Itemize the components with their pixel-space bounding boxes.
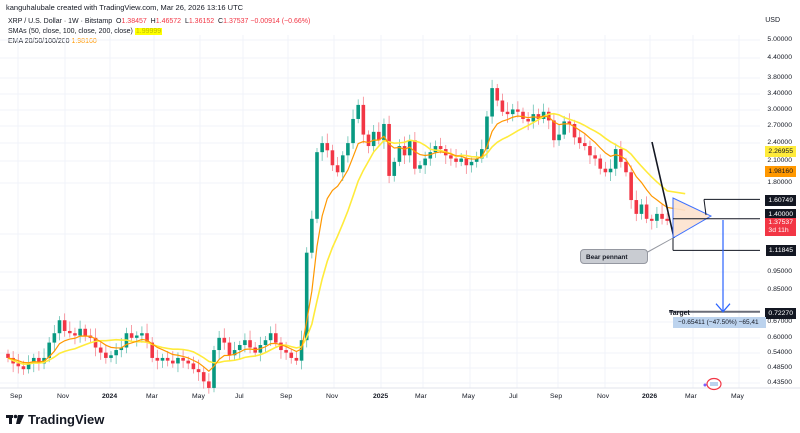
price-axis-label: 0.54000: [767, 349, 792, 356]
time-axis-label: May: [731, 393, 744, 400]
bear-pennant-callout[interactable]: Bear pennant: [580, 249, 648, 264]
upper-level-tag: 1.60749: [765, 195, 796, 206]
time-axis-label: Jul: [235, 393, 244, 400]
time-axis-label: 2026: [642, 393, 658, 400]
price-axis-label: 0.60000: [767, 334, 792, 341]
open-value: 1.38457: [121, 18, 147, 25]
time-axis-label: Nov: [597, 393, 610, 400]
low-label: L: [184, 18, 189, 25]
level-tag: 1.40000: [765, 209, 796, 220]
price-axis-label: 3.40000: [767, 90, 792, 97]
high-value: 1.46572: [155, 18, 182, 25]
bar-countdown: 3d 11h: [768, 227, 789, 234]
close-value: 1.37537: [223, 18, 249, 25]
ema-price-tag: 1.98160: [765, 166, 796, 177]
price-axis-label: 2.10000: [767, 157, 792, 164]
symbol-title[interactable]: XRP / U.S. Dollar · 1W · Bitstamp: [8, 18, 113, 25]
sma-row: SMAs (50, close, 100, close, 200, close)…: [8, 27, 310, 37]
price-axis-label: 3.00000: [767, 106, 792, 113]
price-axis-label: 5.00000: [767, 36, 792, 43]
tradingview-logo-icon: [6, 414, 24, 424]
target-price-tag: 0.72270: [765, 308, 796, 319]
tradingview-logo[interactable]: TradingView: [6, 412, 104, 427]
price-axis-label: 4.40000: [767, 54, 792, 61]
low-value: 1.36152: [188, 18, 215, 25]
sma-value: 1.99999: [134, 28, 163, 35]
price-axis-label: 3.80000: [767, 74, 792, 81]
open-label: O: [116, 18, 122, 25]
change-value: −0.00914 (−0.66%): [250, 18, 311, 25]
sma-label[interactable]: SMAs (50, close, 100, close, 200, close): [8, 28, 133, 35]
time-axis-label: May: [192, 393, 205, 400]
price-range-measure[interactable]: −0.65411 (−47.50%) −65,41: [673, 317, 766, 328]
high-label: H: [150, 18, 156, 25]
time-axis-label: 2024: [102, 393, 118, 400]
price-axis-label: 0.48500: [767, 364, 792, 371]
price-axis-label: 0.95000: [767, 268, 792, 275]
price-axis-label: 2.40000: [767, 139, 792, 146]
lower-level-tag: 1.11845: [765, 245, 796, 256]
time-axis-label: Sep: [280, 393, 293, 400]
chart-creator-note: kanguhalubale created with TradingView.c…: [6, 3, 244, 12]
last-price-value: 1.37537: [768, 219, 793, 226]
price-axis-label: 0.67000: [767, 318, 792, 325]
time-axis-label: Mar: [415, 393, 427, 400]
sma-price-tag: 2.26955: [765, 146, 796, 157]
price-axis-label: 1.80000: [767, 179, 792, 186]
ema-label[interactable]: EMA 20/50/100/200: [8, 38, 70, 45]
time-axis-label: Jul: [509, 393, 518, 400]
price-axis-label: 0.85000: [767, 286, 792, 293]
time-axis-label: Mar: [146, 393, 158, 400]
currency-label[interactable]: USD: [765, 17, 780, 24]
close-label: C: [218, 18, 224, 25]
symbol-row: XRP / U.S. Dollar · 1W · Bitstamp O1.384…: [8, 17, 310, 27]
time-axis-label: 2025: [373, 393, 389, 400]
time-axis-label: Nov: [326, 393, 339, 400]
price-axis-label: 2.70000: [767, 122, 792, 129]
price-axis-label: 0.43500: [767, 379, 792, 386]
time-axis-label: Sep: [550, 393, 563, 400]
events-flag-icon[interactable]: [702, 377, 724, 391]
tradingview-logo-text: TradingView: [28, 412, 105, 427]
ema-value: 1.98160: [71, 38, 97, 45]
time-axis-label: Nov: [57, 393, 70, 400]
target-label: Target: [669, 310, 690, 317]
ema-row: EMA 20/50/100/200 1.98160: [8, 37, 310, 47]
time-axis-label: Sep: [10, 393, 23, 400]
chart-legend: XRP / U.S. Dollar · 1W · Bitstamp O1.384…: [8, 17, 310, 47]
time-axis-label: May: [462, 393, 475, 400]
time-axis-label: Mar: [685, 393, 697, 400]
last-price-tag: 1.37537 3d 11h: [765, 218, 796, 236]
